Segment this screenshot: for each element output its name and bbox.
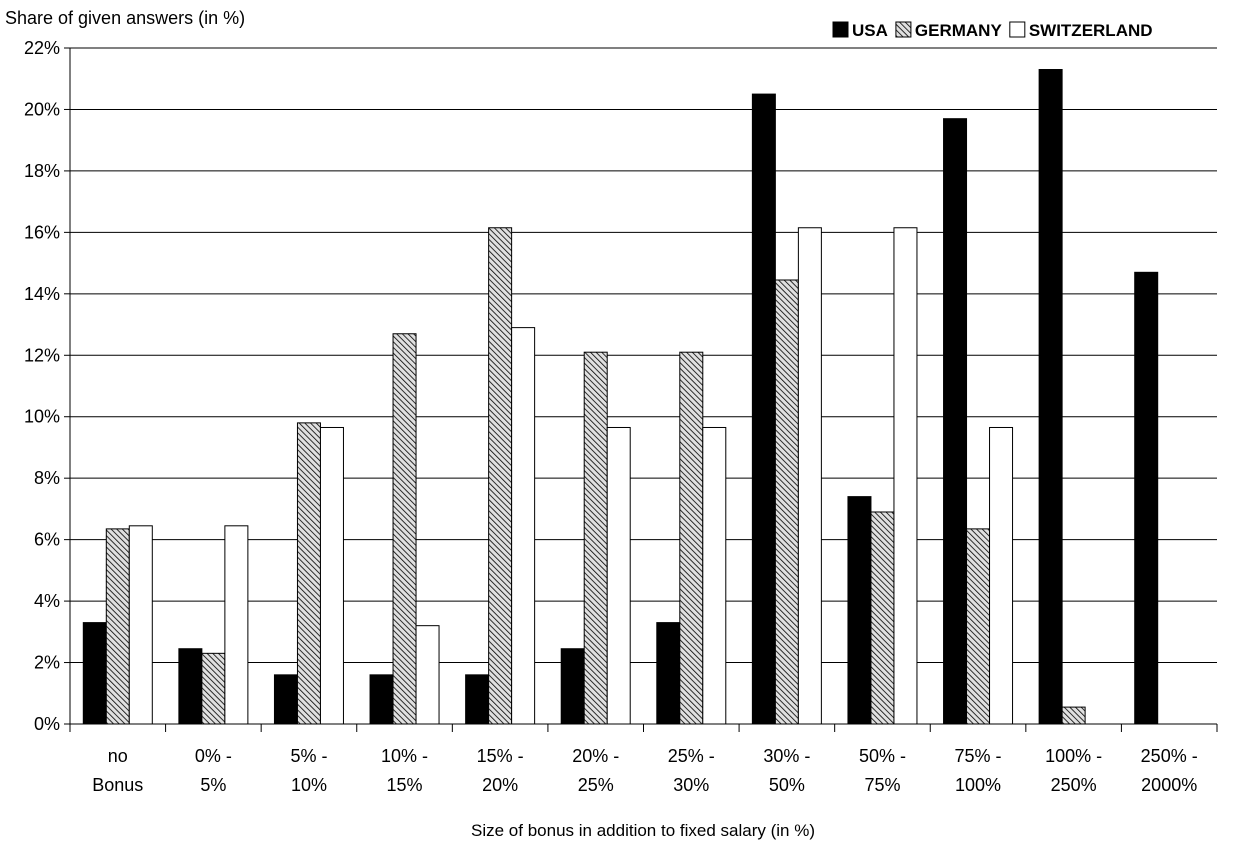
bar-switzerland-4: [511, 327, 536, 725]
bar-germany-10: [1061, 706, 1086, 725]
x-tick-label: 75%: [864, 775, 900, 795]
bar-usa-8: [847, 496, 872, 725]
x-tick-label: 20%: [482, 775, 518, 795]
bar-switzerland-2: [319, 426, 344, 725]
y-tick-label: 2%: [34, 653, 60, 673]
bar-switzerland-6: [702, 426, 727, 725]
x-tick-label: 10%: [291, 775, 327, 795]
y-tick-label: 8%: [34, 468, 60, 488]
bar-germany-1: [201, 652, 226, 725]
x-tick-label: 2000%: [1141, 775, 1197, 795]
y-tick-label: 4%: [34, 591, 60, 611]
bar-switzerland-9: [989, 426, 1014, 725]
bar-usa-4: [465, 674, 490, 725]
bar-germany-2: [296, 422, 321, 725]
y-tick-label: 18%: [24, 161, 60, 181]
y-axis-ticks: 0% 2% 4% 6% 8% 10% 12% 14% 16% 18% 20% 22%: [24, 38, 70, 734]
x-tick-label: 25%: [578, 775, 614, 795]
x-tick-label: 30% -: [763, 746, 810, 766]
y-tick-label: 0%: [34, 714, 60, 734]
bar-germany-0: [105, 528, 130, 725]
x-axis: no Bonus 0% - 5% 5% - 10% 10% - 15% 15% - 20% 20% …: [69, 48, 1218, 795]
bar-usa-10: [1038, 69, 1063, 725]
bar-germany-5: [583, 351, 608, 725]
legend-label-germany: GERMANY: [915, 21, 1003, 40]
legend-swatch-switzerland: [1009, 21, 1026, 38]
x-tick-label: 250%: [1051, 775, 1097, 795]
bar-usa-9: [943, 118, 968, 725]
legend-label-usa: USA: [852, 21, 888, 40]
bar-usa-3: [369, 674, 394, 725]
x-axis-label: Size of bonus in addition to fixed salar…: [471, 821, 815, 840]
bar-usa-6: [656, 622, 681, 725]
legend-swatch-usa: [832, 21, 849, 38]
y-tick-label: 16%: [24, 222, 60, 242]
x-tick-label: 100% -: [1045, 746, 1102, 766]
bar-switzerland-3: [415, 625, 440, 725]
x-tick-label: Bonus: [92, 775, 143, 795]
x-tick-label: 100%: [955, 775, 1001, 795]
y-tick-label: 6%: [34, 530, 60, 550]
legend-background: [828, 14, 1232, 46]
bars: [82, 69, 1159, 725]
y-axis-label: Share of given answers (in %): [5, 8, 245, 28]
bar-germany-6: [679, 351, 704, 725]
x-tick-label: 0% -: [195, 746, 232, 766]
y-tick-label: 20%: [24, 99, 60, 119]
x-tick-label: 20% -: [572, 746, 619, 766]
bar-germany-8: [870, 511, 895, 725]
bar-usa-0: [82, 622, 107, 725]
bar-switzerland-8: [893, 227, 918, 725]
bar-switzerland-1: [224, 525, 249, 725]
x-tick-label: 30%: [673, 775, 709, 795]
bar-usa-1: [178, 648, 203, 725]
bar-switzerland-5: [606, 426, 631, 725]
bar-usa-2: [273, 674, 298, 725]
x-tick-label: no: [108, 746, 128, 766]
x-tick-label: 15% -: [477, 746, 524, 766]
bar-germany-4: [488, 227, 513, 725]
bar-germany-3: [392, 333, 417, 725]
legend-label-switzerland: SWITZERLAND: [1029, 21, 1153, 40]
y-tick-label: 12%: [24, 345, 60, 365]
x-tick-label: 5% -: [290, 746, 327, 766]
x-tick-label: 10% -: [381, 746, 428, 766]
x-tick-label: 25% -: [668, 746, 715, 766]
bar-germany-7: [774, 279, 799, 725]
legend-swatch-germany: [895, 21, 912, 38]
x-tick-label: 50%: [769, 775, 805, 795]
gridlines: [70, 47, 1217, 725]
x-tick-label: 5%: [200, 775, 226, 795]
x-tick-label: 15%: [387, 775, 423, 795]
x-tick-label: 75% -: [955, 746, 1002, 766]
y-tick-label: 14%: [24, 284, 60, 304]
y-tick-label: 10%: [24, 407, 60, 427]
bar-usa-5: [560, 648, 585, 725]
bar-usa-11: [1134, 271, 1159, 725]
x-tick-label: 250% -: [1141, 746, 1198, 766]
bar-switzerland-0: [128, 525, 153, 725]
bar-germany-9: [966, 528, 991, 725]
legend: USA GERMANY SWITZERLAND: [828, 14, 1232, 46]
bar-switzerland-7: [797, 227, 822, 725]
bar-usa-7: [751, 93, 776, 725]
x-tick-label: 50% -: [859, 746, 906, 766]
y-tick-label: 22%: [24, 38, 60, 58]
